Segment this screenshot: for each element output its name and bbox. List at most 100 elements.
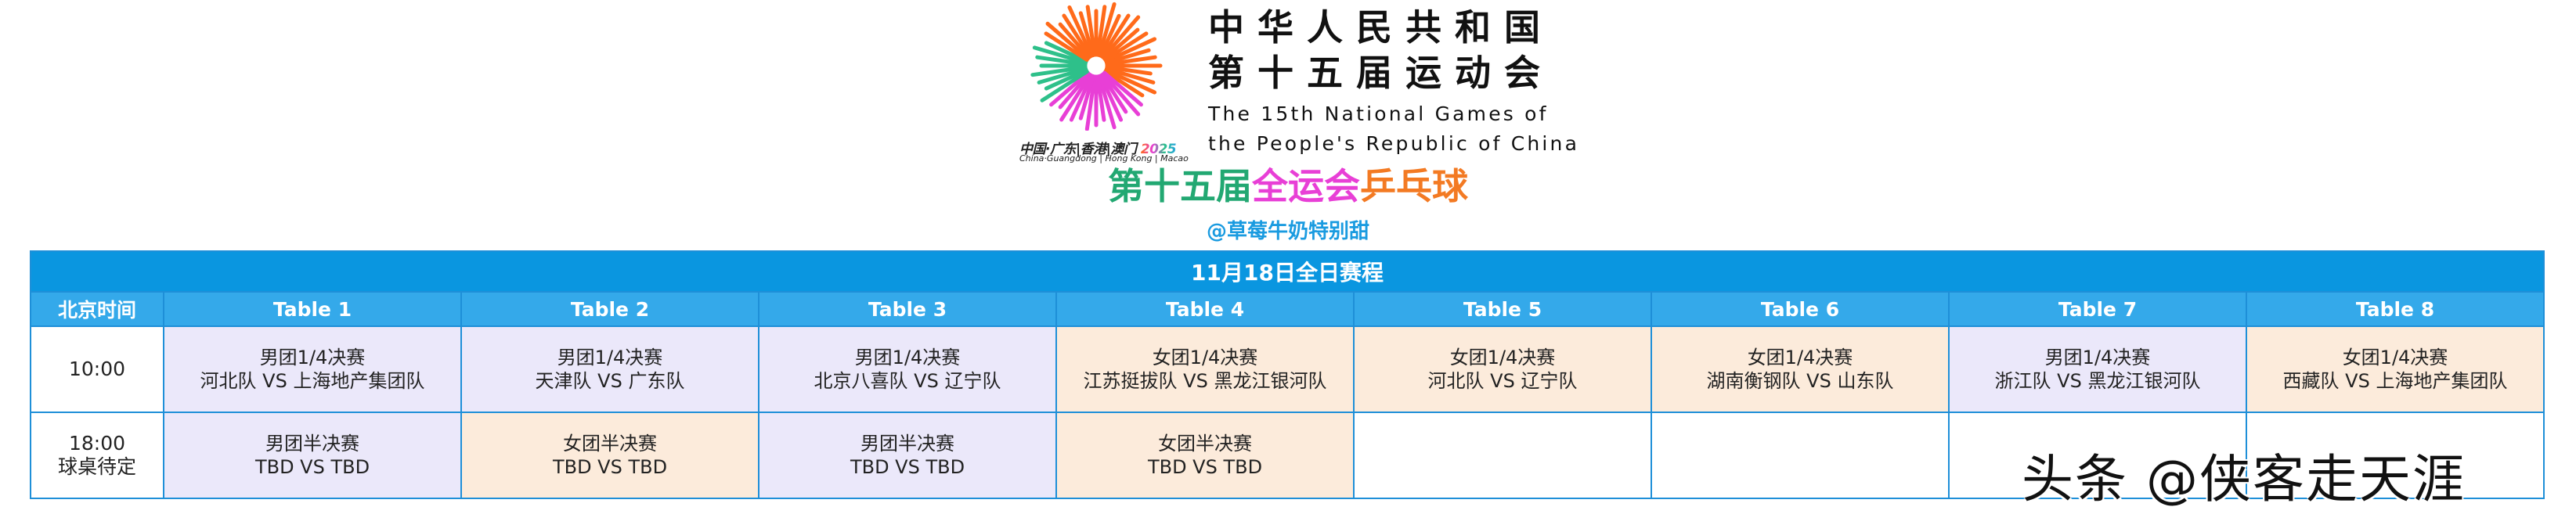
author-handle: @草莓牛奶特别甜 bbox=[1206, 220, 1369, 243]
logo-ray bbox=[1102, 70, 1143, 107]
event-name: 男团1/4决赛 bbox=[557, 347, 663, 368]
match-cell: 男团半决赛 TBD VS TBD bbox=[758, 412, 1057, 499]
empty-match-cell bbox=[1353, 412, 1652, 499]
games-name-en-line2: the People's Republic of China bbox=[1208, 132, 1580, 155]
table-column-header: Table 4 bbox=[1055, 291, 1355, 327]
time-cell: 10:00 bbox=[30, 325, 164, 413]
logo-ray bbox=[1078, 74, 1095, 120]
logo-ray bbox=[1099, 74, 1124, 122]
match-teams: 湖南衡钢队 VS 山东队 bbox=[1706, 370, 1894, 392]
match-cell: 男团1/4决赛 天津队 VS 广东队 bbox=[460, 325, 759, 413]
logo-ray bbox=[1032, 45, 1088, 65]
schedule-table: 11月18日全日赛程 北京时间 Table 1 Table 2 Table 3 Tab… bbox=[30, 250, 2545, 499]
logo-caption-en: China·Guangdong | Hong Kong | Macao bbox=[1019, 153, 1189, 164]
match-teams: 浙江队 VS 黑龙江银河队 bbox=[1994, 370, 2201, 392]
event-name: 男团1/4决赛 bbox=[2044, 347, 2151, 368]
logo-ray bbox=[1085, 5, 1097, 57]
logo-ray bbox=[1095, 74, 1106, 122]
empty-match-cell bbox=[1948, 412, 2247, 499]
match-teams: 江苏挺拔队 VS 黑龙江银河队 bbox=[1083, 370, 1327, 392]
title-part-edition: 第十五届 bbox=[1108, 165, 1252, 207]
match-cell: 女团半决赛 TBD VS TBD bbox=[1055, 412, 1355, 499]
logo-ray bbox=[1045, 21, 1090, 61]
match-cell: 男团1/4决赛 河北队 VS 上海地产集团队 bbox=[163, 325, 462, 413]
page-title: 第十五届全运会乒乓球 bbox=[1096, 166, 1480, 207]
time-column-header: 北京时间 bbox=[30, 291, 164, 327]
event-name: 女团1/4决赛 bbox=[2342, 347, 2448, 368]
match-cell: 男团半决赛 TBD VS TBD bbox=[163, 412, 462, 499]
logo-ray bbox=[1099, 13, 1121, 58]
logo-ray bbox=[1104, 37, 1157, 63]
match-teams: TBD VS TBD bbox=[552, 456, 668, 478]
match-teams: 北京八喜队 VS 辽宁队 bbox=[814, 370, 1001, 392]
match-teams: TBD VS TBD bbox=[254, 456, 370, 478]
games-name-cn-line1: 中华人民共和国 bbox=[1208, 6, 1553, 49]
logo-ray bbox=[1105, 55, 1157, 66]
table-column-header: Table 6 bbox=[1651, 291, 1950, 327]
logo-ray bbox=[1040, 70, 1089, 102]
event-name: 女团1/4决赛 bbox=[1152, 347, 1258, 368]
logo-ray bbox=[1097, 2, 1117, 58]
logo-ray bbox=[1101, 72, 1141, 117]
match-cell: 女团1/4决赛 江苏挺拔队 VS 黑龙江银河队 bbox=[1055, 325, 1355, 413]
logo-ray bbox=[1044, 31, 1089, 62]
event-name: 女团半决赛 bbox=[1158, 433, 1252, 455]
time-value: 18:00 bbox=[68, 432, 126, 455]
logo-ray bbox=[1044, 41, 1088, 63]
watermark: 头条 @侠客走天涯 bbox=[2022, 449, 2466, 509]
table-column-header: Table 1 bbox=[163, 291, 462, 327]
table-column-header: Table 3 bbox=[758, 291, 1057, 327]
national-games-logo bbox=[1030, 2, 1163, 131]
match-cell: 女团1/4决赛 湖南衡钢队 VS 山东队 bbox=[1651, 325, 1950, 413]
logo-ray bbox=[1104, 48, 1151, 65]
logo-ray bbox=[1069, 74, 1094, 122]
logo-ray bbox=[1058, 72, 1091, 110]
match-teams: 天津队 VS 广东队 bbox=[535, 370, 685, 392]
event-name: 女团1/4决赛 bbox=[1449, 347, 1556, 368]
logo-ray bbox=[1104, 68, 1157, 95]
logo-ray bbox=[1100, 13, 1131, 59]
logo-ray bbox=[1104, 66, 1156, 84]
games-name-cn-line2: 第十五届运动会 bbox=[1208, 52, 1553, 94]
logo-ray bbox=[1062, 13, 1092, 59]
logo-ray bbox=[1067, 5, 1094, 58]
event-name: 男团1/4决赛 bbox=[259, 347, 366, 368]
schedule-row: 18:00 球桌待定 男团半决赛 TBD VS TBD 女团半决赛 TBD VS TBD 男… bbox=[30, 412, 2545, 499]
match-teams: TBD VS TBD bbox=[850, 456, 965, 478]
match-cell: 男团1/4决赛 浙江队 VS 黑龙江银河队 bbox=[1948, 325, 2247, 413]
logo-ray bbox=[1037, 66, 1088, 84]
games-name-en-line1: The 15th National Games of bbox=[1208, 102, 1549, 125]
match-teams: TBD VS TBD bbox=[1147, 456, 1263, 478]
event-name: 男团半决赛 bbox=[265, 433, 359, 455]
time-cell: 18:00 球桌待定 bbox=[30, 412, 164, 499]
logo-ray bbox=[1102, 27, 1140, 61]
schedule-title: 11月18日全日赛程 bbox=[30, 250, 2545, 293]
table-column-header: Table 2 bbox=[460, 291, 759, 327]
logo-ray bbox=[1084, 74, 1097, 131]
logo-ray bbox=[1059, 73, 1092, 122]
match-teams: 西藏队 VS 上海地产集团队 bbox=[2282, 370, 2508, 392]
table-column-header: Table 8 bbox=[2246, 291, 2545, 327]
logo-ray bbox=[1049, 70, 1090, 107]
empty-match-cell bbox=[2246, 412, 2545, 499]
match-cell: 女团1/4决赛 河北队 VS 辽宁队 bbox=[1353, 325, 1652, 413]
match-cell: 女团1/4决赛 西藏队 VS 上海地产集团队 bbox=[2246, 325, 2545, 413]
title-part-games: 全运会 bbox=[1252, 165, 1360, 207]
logo-ray bbox=[1035, 55, 1088, 66]
logo-ray bbox=[1103, 31, 1149, 62]
logo-ray bbox=[1097, 74, 1117, 130]
logo-ray bbox=[1095, 5, 1107, 57]
logo-ray bbox=[1101, 15, 1141, 59]
schedule-row: 10:00 男团1/4决赛 河北队 VS 上海地产集团队 男团1/4决赛 天津队 VS … bbox=[30, 325, 2545, 413]
logo-ray bbox=[1058, 22, 1091, 59]
time-value: 10:00 bbox=[68, 358, 126, 380]
logo-ray bbox=[1103, 70, 1145, 98]
logo-ray bbox=[1100, 73, 1128, 114]
logo-ray bbox=[1105, 65, 1153, 76]
title-part-sport: 乒乓球 bbox=[1360, 165, 1468, 207]
time-note: 球桌待定 bbox=[57, 455, 136, 478]
event-name: 女团半决赛 bbox=[563, 433, 657, 455]
match-teams: 河北队 VS 辽宁队 bbox=[1427, 370, 1578, 392]
table-column-header: Table 7 bbox=[1948, 291, 2247, 327]
match-cell: 男团1/4决赛 北京八喜队 VS 辽宁队 bbox=[758, 325, 1057, 413]
